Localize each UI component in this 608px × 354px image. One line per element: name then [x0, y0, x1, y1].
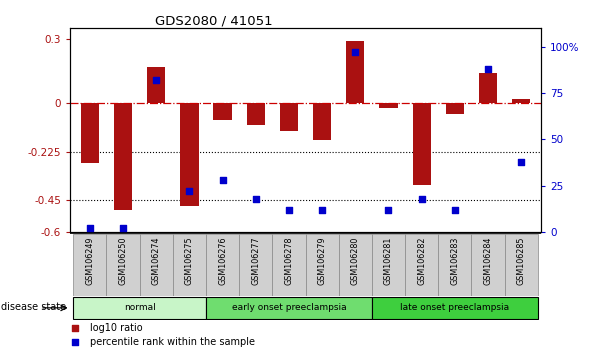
Bar: [73, 234, 106, 296]
Bar: [512, 99, 530, 103]
Bar: [446, 103, 464, 114]
Bar: [147, 67, 165, 103]
Point: [85, 225, 95, 231]
Text: log10 ratio: log10 ratio: [90, 323, 143, 333]
Text: GSM106278: GSM106278: [285, 236, 294, 285]
Bar: [346, 41, 364, 103]
Bar: [180, 103, 198, 206]
Text: early onset preeclampsia: early onset preeclampsia: [232, 303, 346, 312]
Bar: [505, 234, 538, 296]
Point: [151, 77, 161, 83]
Bar: [247, 103, 265, 125]
Point: [71, 339, 80, 345]
Point: [218, 177, 227, 183]
Text: GSM106280: GSM106280: [351, 236, 360, 285]
Text: GSM106275: GSM106275: [185, 236, 194, 285]
Text: GSM106249: GSM106249: [85, 236, 94, 285]
Point: [384, 207, 393, 212]
Bar: [438, 234, 471, 296]
Bar: [372, 234, 405, 296]
Bar: [206, 234, 239, 296]
Bar: [206, 297, 372, 319]
Point: [450, 207, 460, 212]
Point: [284, 207, 294, 212]
Text: percentile rank within the sample: percentile rank within the sample: [90, 337, 255, 347]
Point: [350, 50, 360, 55]
Bar: [405, 234, 438, 296]
Text: GDS2080 / 41051: GDS2080 / 41051: [154, 14, 272, 27]
Bar: [339, 234, 372, 296]
Bar: [413, 103, 431, 185]
Text: GSM106250: GSM106250: [119, 236, 128, 285]
Text: normal: normal: [124, 303, 156, 312]
Point: [317, 207, 327, 212]
Bar: [305, 234, 339, 296]
Text: GSM106279: GSM106279: [317, 236, 326, 285]
Text: GSM106277: GSM106277: [251, 236, 260, 285]
Point: [118, 225, 128, 231]
Bar: [272, 234, 305, 296]
Text: GSM106285: GSM106285: [517, 236, 526, 285]
Bar: [379, 103, 398, 108]
Bar: [81, 103, 99, 163]
Text: late onset preeclampsia: late onset preeclampsia: [400, 303, 510, 312]
Bar: [106, 234, 140, 296]
Point: [71, 325, 80, 331]
Bar: [213, 103, 232, 120]
Point: [516, 159, 526, 164]
Bar: [140, 234, 173, 296]
Bar: [479, 73, 497, 103]
Text: GSM106284: GSM106284: [483, 236, 492, 285]
Text: disease state: disease state: [1, 302, 66, 312]
Point: [251, 196, 261, 201]
Bar: [313, 103, 331, 140]
Bar: [73, 297, 206, 319]
Point: [483, 66, 493, 72]
Bar: [280, 103, 298, 131]
Bar: [114, 103, 132, 210]
Text: GSM106274: GSM106274: [152, 236, 161, 285]
Text: GSM106283: GSM106283: [451, 236, 459, 285]
Point: [417, 196, 427, 201]
Bar: [173, 234, 206, 296]
Point: [184, 188, 194, 194]
Bar: [239, 234, 272, 296]
Bar: [471, 234, 505, 296]
Text: GSM106276: GSM106276: [218, 236, 227, 285]
Bar: [372, 297, 538, 319]
Text: GSM106281: GSM106281: [384, 236, 393, 285]
Text: GSM106282: GSM106282: [417, 236, 426, 285]
